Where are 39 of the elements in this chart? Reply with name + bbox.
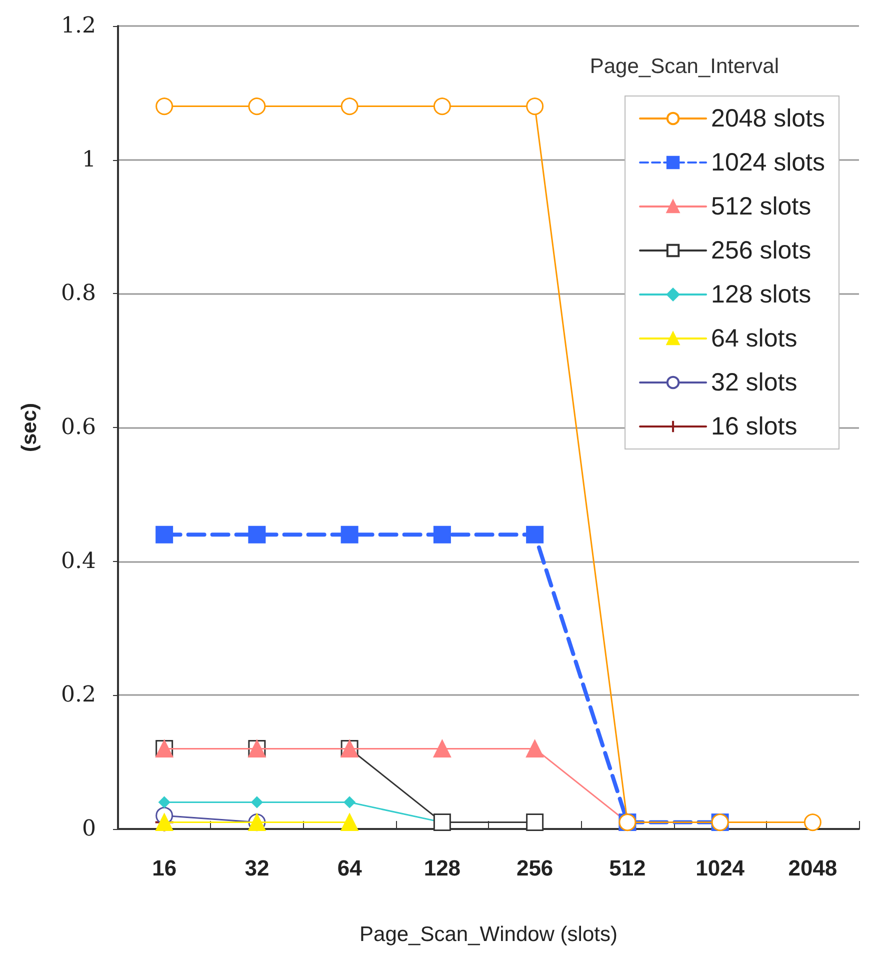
x-tick-label: 512	[609, 856, 646, 880]
legend-label: 1024 slots	[711, 148, 826, 176]
point	[433, 814, 451, 832]
point	[156, 526, 174, 544]
x-tick-label: 32	[244, 856, 270, 880]
legend-label: 256 slots	[711, 236, 812, 264]
y-tick-label: 0.6	[61, 415, 96, 440]
x-tick-label: 128	[424, 856, 461, 880]
point	[526, 526, 544, 544]
legend-label: 64 slots	[711, 324, 798, 352]
x-tick-label: 64	[337, 856, 363, 880]
point	[340, 814, 358, 832]
y-tick-label: 0.8	[61, 281, 96, 306]
legend-label: 16 slots	[711, 412, 798, 440]
y-tick-label: 0.2	[61, 682, 96, 708]
x-tick-label: 2048	[788, 856, 838, 880]
legend-label: 32 slots	[711, 368, 798, 396]
point	[433, 526, 451, 544]
legend-label: 128 slots	[711, 280, 812, 308]
point	[158, 796, 170, 808]
point	[433, 740, 451, 758]
legend-label: 2048 slots	[711, 104, 826, 132]
x-axis-title: Page_Scan_Window (slots)	[360, 923, 618, 946]
y-tick-label: 0.4	[61, 548, 96, 574]
point	[526, 814, 544, 832]
y-tick-label: 1	[82, 147, 96, 172]
legend-label: 512 slots	[711, 192, 812, 220]
y-tick-label: 1.2	[61, 14, 96, 38]
x-tick-label: 1024	[696, 856, 746, 880]
point	[340, 526, 358, 544]
point	[344, 796, 356, 808]
point	[248, 526, 266, 544]
x-tick-label: 16	[152, 856, 177, 880]
legend-title: Page_Scan_Interval	[590, 55, 780, 78]
x-tick-label: 256	[516, 856, 554, 880]
point	[526, 740, 544, 758]
point	[251, 796, 263, 808]
y-axis-title: (sec)	[18, 402, 41, 452]
y-tick-label: 0	[82, 816, 96, 842]
